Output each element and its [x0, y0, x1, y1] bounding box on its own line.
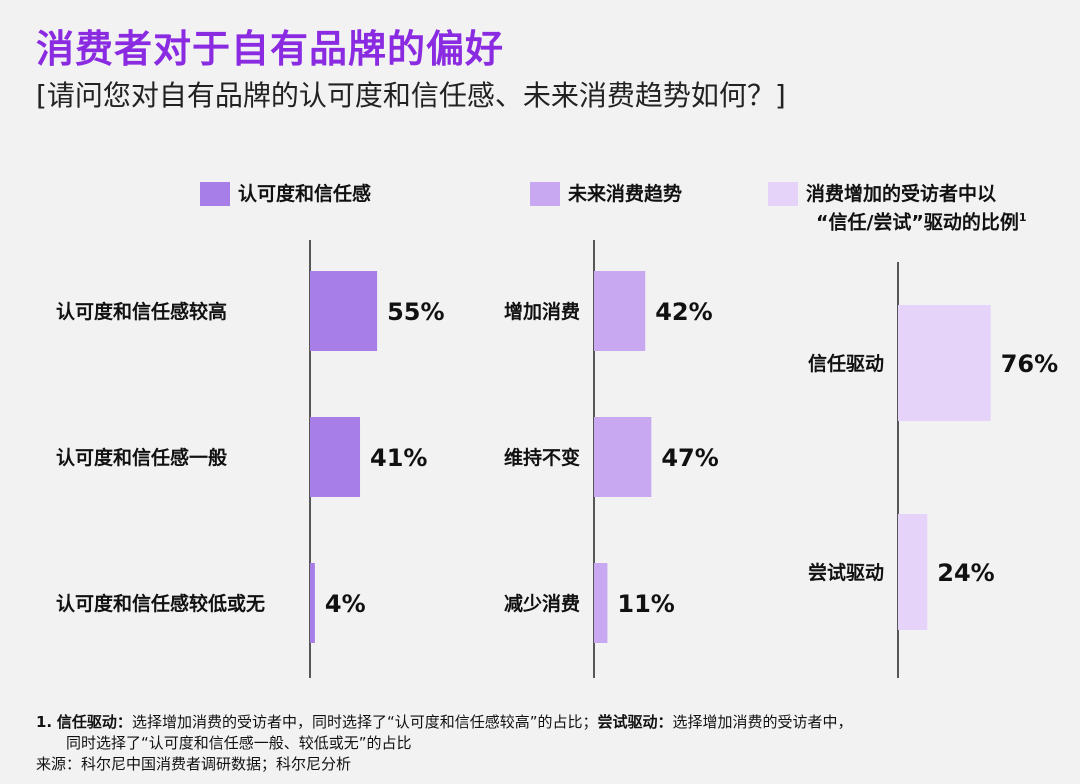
legend-item-consumption-trend: 未来消费趋势 — [530, 182, 682, 206]
legend-label-line2-text: “信任/尝试”驱动的比例 — [816, 211, 1019, 234]
category-label: 尝试驱动 — [808, 561, 884, 584]
footnote-text-trial: 选择增加消费的受访者中， — [672, 713, 853, 731]
category-label: 减少消费 — [504, 592, 580, 615]
page-subtitle: [请问您对自有品牌的认可度和信任感、未来消费趋势如何？] — [36, 79, 786, 112]
source-note: 来源：科尔尼中国消费者调研数据；科尔尼分析 — [36, 755, 352, 773]
footnote-number: 1. — [36, 713, 53, 731]
bar — [310, 271, 378, 351]
legend-swatch — [200, 182, 230, 206]
bar — [898, 514, 928, 630]
legend-label-block: 消费增加的受访者中以 “信任/尝试”驱动的比例1 — [806, 182, 1027, 234]
legend-label-line1: 消费增加的受访者中以 — [806, 183, 997, 205]
footnote-1: 1. 信任驱动：选择增加消费的受访者中，同时选择了“认可度和信任感较高”的占比；… — [36, 712, 853, 732]
footnote-1-line2: 同时选择了“认可度和信任感一般、较低或无”的占比 — [66, 734, 412, 752]
legend-label: 认可度和信任感 — [238, 183, 372, 205]
data-label: 11% — [617, 590, 674, 618]
data-label: 41% — [370, 444, 427, 472]
data-label: 55% — [387, 298, 444, 326]
bar — [594, 563, 608, 643]
category-label: 认可度和信任感较高 — [56, 300, 227, 323]
category-label: 维持不变 — [504, 446, 580, 469]
category-label: 信任驱动 — [808, 352, 884, 375]
legend-label-line2: “信任/尝试”驱动的比例1 — [806, 206, 1027, 234]
data-label: 42% — [655, 298, 712, 326]
page-title: 消费者对于自有品牌的偏好 — [36, 27, 505, 71]
bar — [310, 417, 361, 497]
footnote-text-trust: 选择增加消费的受访者中，同时选择了“认可度和信任感较高”的占比； — [131, 713, 598, 731]
bar — [594, 417, 652, 497]
legend-item-driver-ratio: 消费增加的受访者中以 “信任/尝试”驱动的比例1 — [768, 182, 1027, 234]
bar — [594, 271, 646, 351]
data-label: 24% — [937, 559, 994, 587]
category-label: 增加消费 — [504, 300, 580, 323]
bar — [898, 305, 991, 421]
legend-item-recognition: 认可度和信任感 — [200, 182, 371, 206]
legend-footnote-marker: 1 — [1018, 211, 1027, 224]
footnote-term-trust: 信任驱动： — [56, 713, 132, 731]
legend-swatch — [530, 182, 560, 206]
category-label: 认可度和信任感一般 — [56, 446, 227, 469]
data-label: 4% — [325, 590, 366, 618]
data-label: 76% — [1001, 350, 1058, 378]
bar — [310, 563, 315, 643]
legend-label: 未来消费趋势 — [568, 183, 683, 205]
legend-swatch — [768, 182, 798, 206]
footnote-term-trial: 尝试驱动： — [597, 713, 673, 731]
data-label: 47% — [661, 444, 718, 472]
category-label: 认可度和信任感较低或无 — [56, 592, 265, 615]
